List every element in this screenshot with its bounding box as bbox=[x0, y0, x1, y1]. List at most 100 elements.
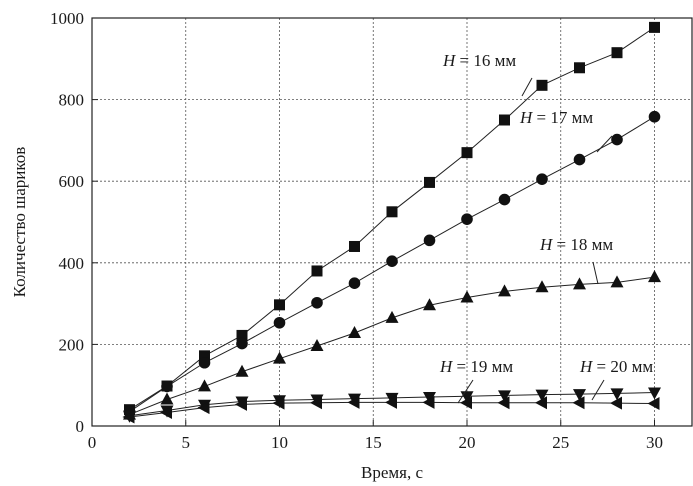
annotation-leader bbox=[591, 379, 605, 401]
data-point-circle bbox=[498, 193, 511, 206]
annotation-variable: H bbox=[439, 357, 454, 376]
data-point-triangle-up bbox=[273, 351, 286, 364]
data-point-square bbox=[611, 47, 623, 59]
x-tick-label: 20 bbox=[459, 433, 476, 452]
data-point-square bbox=[574, 62, 585, 74]
data-point-circle bbox=[273, 316, 286, 329]
data-point-circle bbox=[423, 234, 436, 247]
annotation-value: = 18 мм bbox=[552, 235, 613, 254]
data-point-triangle-left bbox=[647, 397, 660, 411]
data-point-square bbox=[649, 21, 660, 33]
data-point-triangle-left bbox=[572, 396, 585, 410]
data-point-square bbox=[424, 176, 435, 188]
data-point-triangle-up bbox=[460, 290, 474, 303]
series-annotation: H = 17 мм bbox=[519, 108, 593, 127]
data-point-triangle-down bbox=[610, 388, 624, 401]
data-point-triangle-up bbox=[235, 364, 249, 377]
annotation-variable: H bbox=[519, 108, 534, 127]
x-tick-label: 30 bbox=[646, 433, 663, 452]
data-point-triangle-left bbox=[460, 396, 472, 410]
series-annotation: H = 16 мм bbox=[442, 51, 516, 70]
y-tick-label: 0 bbox=[76, 417, 85, 436]
x-axis-label: Время, с bbox=[361, 463, 423, 482]
data-point-circle bbox=[198, 356, 211, 369]
data-point-circle bbox=[536, 173, 548, 185]
y-axis-label: Количество шариков bbox=[10, 147, 29, 298]
series-annotation: H = 20 мм bbox=[579, 357, 653, 376]
data-point-triangle-left bbox=[197, 401, 210, 415]
data-point-circle bbox=[236, 337, 248, 350]
data-point-square bbox=[386, 206, 398, 218]
data-point-triangle-left bbox=[235, 397, 247, 411]
data-point-square bbox=[499, 114, 510, 126]
y-tick-label: 800 bbox=[59, 91, 85, 110]
annotation-variable: H bbox=[539, 235, 554, 254]
data-point-square bbox=[461, 147, 473, 159]
plot-frame bbox=[91, 17, 693, 427]
data-point-triangle-up bbox=[348, 325, 361, 338]
data-point-triangle-up bbox=[385, 310, 399, 323]
series-markers bbox=[122, 21, 661, 424]
series-annotation: H = 18 мм bbox=[539, 235, 613, 254]
data-point-square bbox=[349, 240, 360, 252]
data-point-triangle-left bbox=[272, 396, 285, 410]
x-tick-label: 0 bbox=[88, 433, 97, 452]
data-point-triangle-left bbox=[610, 396, 622, 410]
annotation-leader bbox=[592, 261, 599, 285]
data-point-triangle-left bbox=[535, 396, 547, 410]
data-point-triangle-left bbox=[310, 396, 322, 410]
data-point-circle bbox=[161, 380, 173, 393]
data-point-triangle-down bbox=[535, 389, 549, 402]
y-tick-label: 600 bbox=[59, 172, 85, 191]
data-point-square bbox=[311, 265, 323, 277]
y-tick-label: 200 bbox=[59, 335, 85, 354]
x-tick-label: 5 bbox=[182, 433, 191, 452]
data-point-triangle-up bbox=[535, 280, 549, 293]
annotation-leaders bbox=[457, 77, 613, 404]
data-point-square bbox=[199, 350, 210, 362]
data-point-triangle-up bbox=[423, 298, 436, 311]
data-point-circle bbox=[573, 153, 586, 166]
data-point-triangle-left bbox=[122, 410, 135, 424]
data-point-triangle-down bbox=[498, 390, 511, 403]
data-point-circle bbox=[461, 213, 473, 225]
x-tick-label: 25 bbox=[552, 433, 569, 452]
annotation-value: = 19 мм bbox=[452, 357, 513, 376]
data-point-triangle-up bbox=[573, 277, 586, 290]
data-point-triangle-down bbox=[573, 389, 586, 402]
x-tick-label: 10 bbox=[271, 433, 288, 452]
data-point-circle bbox=[386, 255, 398, 267]
annotations: H = 16 ммH = 17 ммH = 18 ммH = 19 мм H = … bbox=[439, 51, 653, 376]
series-annotation: H = 19 мм bbox=[439, 357, 513, 376]
annotation-variable: H bbox=[442, 51, 457, 70]
data-point-circle bbox=[348, 277, 361, 290]
annotation-value: = 16 мм bbox=[455, 51, 516, 70]
y-tick-label: 400 bbox=[59, 254, 85, 273]
data-point-triangle-down bbox=[648, 387, 661, 400]
annotation-value: = 17 мм bbox=[532, 108, 593, 127]
data-point-triangle-left bbox=[347, 395, 360, 409]
data-point-circle bbox=[648, 110, 661, 123]
data-point-triangle-left bbox=[497, 396, 510, 410]
annotation-variable: H bbox=[579, 357, 594, 376]
axis-ticks: 0 5 10 15 20 25 30 0 200 400 600 800 1000 bbox=[50, 9, 663, 452]
annotation-leader bbox=[596, 135, 613, 153]
data-point-triangle-up bbox=[610, 275, 624, 288]
data-point-triangle-up bbox=[648, 270, 661, 283]
annotation-leader bbox=[457, 379, 474, 404]
data-point-triangle-up bbox=[498, 284, 511, 297]
data-point-square bbox=[274, 299, 285, 311]
data-point-triangle-left bbox=[385, 395, 397, 409]
data-point-circle bbox=[311, 296, 323, 309]
x-tick-label: 15 bbox=[365, 433, 382, 452]
data-point-triangle-down bbox=[423, 392, 436, 405]
data-point-circle bbox=[611, 133, 623, 146]
data-point-triangle-up bbox=[160, 392, 174, 405]
data-point-triangle-left bbox=[160, 406, 172, 420]
y-tick-label: 1000 bbox=[50, 9, 84, 28]
data-point-triangle-up bbox=[198, 379, 211, 392]
annotation-leader bbox=[521, 77, 533, 97]
annotation-value: = 20 мм bbox=[592, 357, 653, 376]
data-point-square bbox=[236, 329, 248, 341]
